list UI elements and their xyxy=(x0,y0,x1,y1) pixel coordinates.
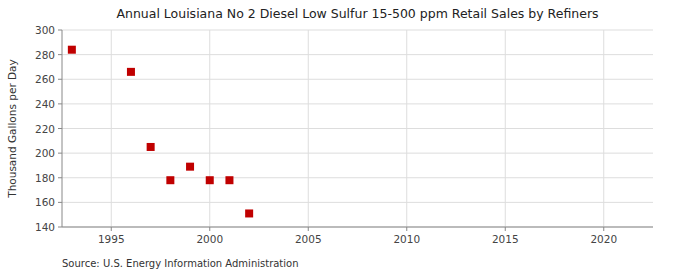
y-tick-label: 200 xyxy=(35,147,55,159)
y-grid-line xyxy=(62,227,653,228)
x-tick xyxy=(603,227,604,231)
x-grid-line xyxy=(505,30,506,227)
y-axis-label: Thousand Gallons per Day xyxy=(6,59,18,199)
y-tick xyxy=(58,103,62,104)
y-tick xyxy=(58,177,62,178)
x-tick xyxy=(406,227,407,231)
y-grid-line xyxy=(62,79,653,80)
x-axis-line xyxy=(62,227,653,228)
y-axis-line xyxy=(62,30,63,227)
point xyxy=(245,209,253,217)
x-grid-line xyxy=(209,30,210,227)
x-tick xyxy=(111,227,112,231)
y-tick-label: 140 xyxy=(35,221,55,233)
point xyxy=(127,68,135,76)
point xyxy=(206,176,214,184)
point xyxy=(186,163,194,171)
point xyxy=(147,143,155,151)
x-tick xyxy=(308,227,309,231)
chart-container: Annual Louisiana No 2 Diesel Low Sulfur … xyxy=(0,0,675,275)
point xyxy=(68,46,76,54)
chart-svg: Annual Louisiana No 2 Diesel Low Sulfur … xyxy=(0,0,675,275)
grid xyxy=(62,30,653,227)
y-tick-label: 180 xyxy=(35,172,55,184)
x-grid-line xyxy=(406,30,407,227)
y-grid-line xyxy=(62,103,653,104)
y-tick xyxy=(58,227,62,228)
y-tick-label: 220 xyxy=(35,123,55,135)
y-tick xyxy=(58,54,62,55)
point xyxy=(166,176,174,184)
x-grid-line xyxy=(603,30,604,227)
y-tick-label: 240 xyxy=(35,98,55,110)
y-grid-line xyxy=(62,54,653,55)
title: Annual Louisiana No 2 Diesel Low Sulfur … xyxy=(116,6,598,21)
y-tick xyxy=(58,202,62,203)
y-grid-line xyxy=(62,30,653,31)
y-tick-label: 160 xyxy=(35,196,55,208)
point xyxy=(225,176,233,184)
y-grid-line xyxy=(62,153,653,154)
y-grid-line xyxy=(62,202,653,203)
y-tick-label: 260 xyxy=(35,73,55,85)
x-tick-label: 1995 xyxy=(98,233,125,245)
y-grid-line xyxy=(62,177,653,178)
y-tick xyxy=(58,128,62,129)
y-grid-line xyxy=(62,128,653,129)
y-tick xyxy=(58,30,62,31)
x-tick-label: 2000 xyxy=(196,233,223,245)
points xyxy=(68,46,253,218)
x-tick-label: 2020 xyxy=(590,233,617,245)
y-tick-label: 280 xyxy=(35,49,55,61)
source-annotation: Source: U.S. Energy Information Administ… xyxy=(62,258,299,269)
x-grid-line xyxy=(308,30,309,227)
y-tick-label: 300 xyxy=(35,24,55,36)
x-tick xyxy=(209,227,210,231)
x-tick-label: 2005 xyxy=(295,233,322,245)
y-tick xyxy=(58,79,62,80)
x-grid-line xyxy=(111,30,112,227)
y-tick xyxy=(58,153,62,154)
x-tick-label: 2010 xyxy=(393,233,420,245)
x-tick xyxy=(505,227,506,231)
x-tick-label: 2015 xyxy=(492,233,519,245)
